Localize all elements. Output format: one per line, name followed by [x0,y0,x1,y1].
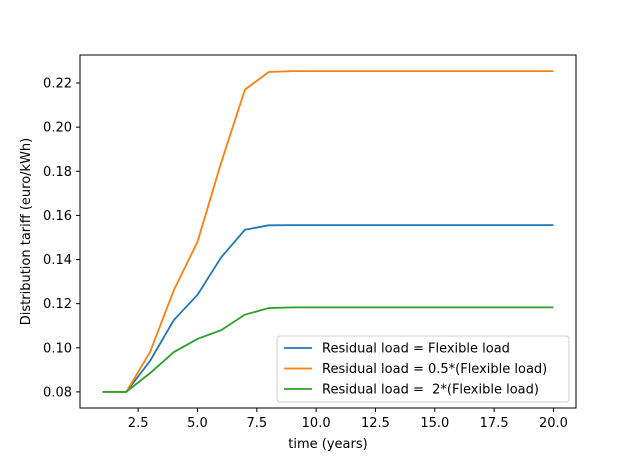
legend: Residual load = Flexible load Residual lo… [276,335,570,403]
y-tick-label: 0.22 [43,77,72,92]
y-tick-label: 0.18 [43,165,72,180]
plot-lines [102,70,554,393]
x-tick-label: 17.5 [480,416,509,431]
legend-label-2: Residual load = 0.5*(Flexible load) [322,362,547,377]
x-tick-label: 10.0 [302,416,331,431]
x-tick-label: 5.0 [187,416,208,431]
y-tick-label: 0.20 [43,121,72,136]
plot-frame [79,54,577,409]
y-axis: 0.08 0.10 0.12 0.14 0.16 0.18 0.20 0.22 [43,77,80,400]
y-axis-label: Distribution tariff (euro/kWh) [19,138,34,325]
legend-box [276,335,570,403]
series-line-3 [102,306,554,393]
x-tick-label: 20.0 [539,416,568,431]
x-tick-label: 2.5 [128,416,149,431]
x-axis-label: time (years) [288,437,367,452]
x-tick-label: 15.0 [420,416,449,431]
legend-label-3: Residual load = 2*(Flexible load) [322,383,539,398]
series-line-2 [102,70,554,393]
y-tick-label: 0.10 [43,341,72,356]
series-line-1 [102,224,554,393]
y-tick-label: 0.14 [43,253,72,268]
y-tick-label: 0.12 [43,297,72,312]
legend-label-1: Residual load = Flexible load [322,342,510,357]
x-tick-label: 12.5 [361,416,390,431]
x-axis: 2.5 5.0 7.5 10.0 12.5 15.0 17.5 20.0 [128,408,568,431]
y-tick-label: 0.08 [43,385,72,400]
y-tick-label: 0.16 [43,209,72,224]
x-tick-label: 7.5 [246,416,267,431]
